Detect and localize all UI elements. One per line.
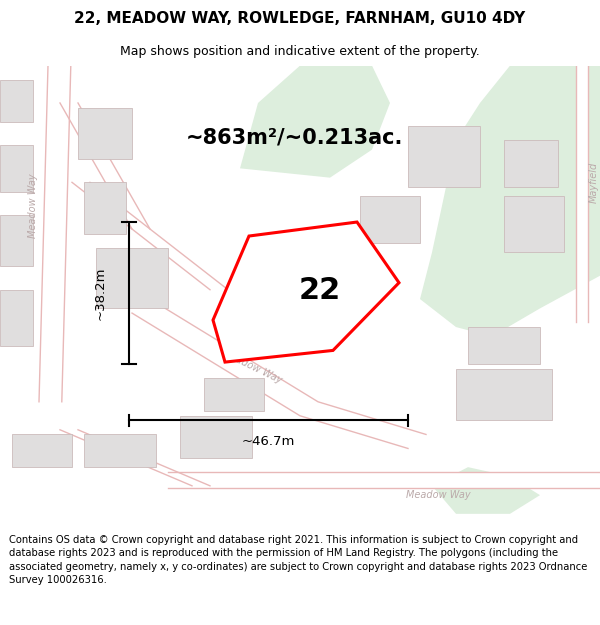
- Polygon shape: [204, 378, 264, 411]
- Text: Mayfield: Mayfield: [589, 162, 599, 203]
- Text: Meadow Way: Meadow Way: [406, 490, 470, 500]
- Polygon shape: [360, 196, 420, 243]
- Text: Map shows position and indicative extent of the property.: Map shows position and indicative extent…: [120, 45, 480, 58]
- Polygon shape: [0, 145, 33, 192]
- Text: Meadow Way: Meadow Way: [28, 173, 38, 238]
- Polygon shape: [408, 126, 480, 187]
- Polygon shape: [504, 196, 564, 252]
- Polygon shape: [504, 141, 558, 187]
- Polygon shape: [432, 467, 540, 514]
- Text: ~38.2m: ~38.2m: [94, 266, 107, 320]
- Polygon shape: [0, 79, 33, 122]
- Polygon shape: [84, 434, 156, 467]
- Polygon shape: [180, 416, 252, 457]
- Polygon shape: [0, 215, 33, 266]
- Polygon shape: [78, 107, 132, 159]
- Polygon shape: [132, 299, 426, 449]
- Polygon shape: [420, 66, 600, 336]
- Polygon shape: [456, 369, 552, 421]
- Polygon shape: [213, 222, 399, 362]
- Polygon shape: [468, 327, 540, 364]
- Polygon shape: [0, 290, 33, 346]
- Polygon shape: [240, 66, 390, 178]
- Text: 22: 22: [299, 276, 341, 306]
- Text: ~863m²/~0.213ac.: ~863m²/~0.213ac.: [185, 128, 403, 148]
- Text: 22, MEADOW WAY, ROWLEDGE, FARNHAM, GU10 4DY: 22, MEADOW WAY, ROWLEDGE, FARNHAM, GU10 …: [74, 11, 526, 26]
- Text: Meadow Way: Meadow Way: [221, 348, 283, 386]
- Text: ~46.7m: ~46.7m: [242, 435, 295, 448]
- Polygon shape: [96, 248, 168, 308]
- Text: Contains OS data © Crown copyright and database right 2021. This information is : Contains OS data © Crown copyright and d…: [9, 535, 587, 585]
- Polygon shape: [12, 434, 72, 467]
- Polygon shape: [39, 66, 71, 402]
- Polygon shape: [84, 182, 126, 234]
